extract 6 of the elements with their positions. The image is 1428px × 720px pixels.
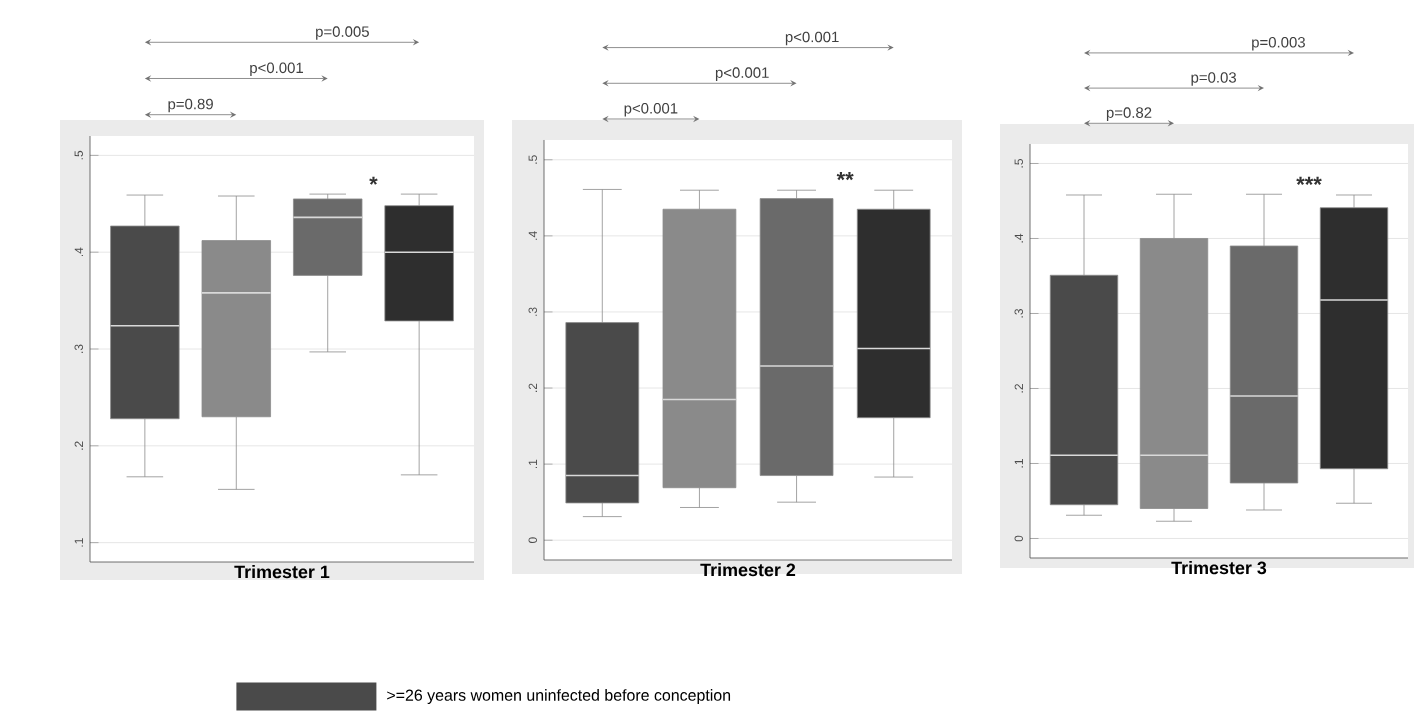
- annotation: ***: [1296, 176, 1322, 185]
- x-axis-title: Trimester 2: [700, 563, 796, 577]
- x-axis-title: Trimester 1: [234, 565, 330, 579]
- annotation: *: [369, 176, 378, 185]
- annotation: **: [836, 171, 854, 181]
- x-axis-title: Trimester 3: [1171, 561, 1267, 575]
